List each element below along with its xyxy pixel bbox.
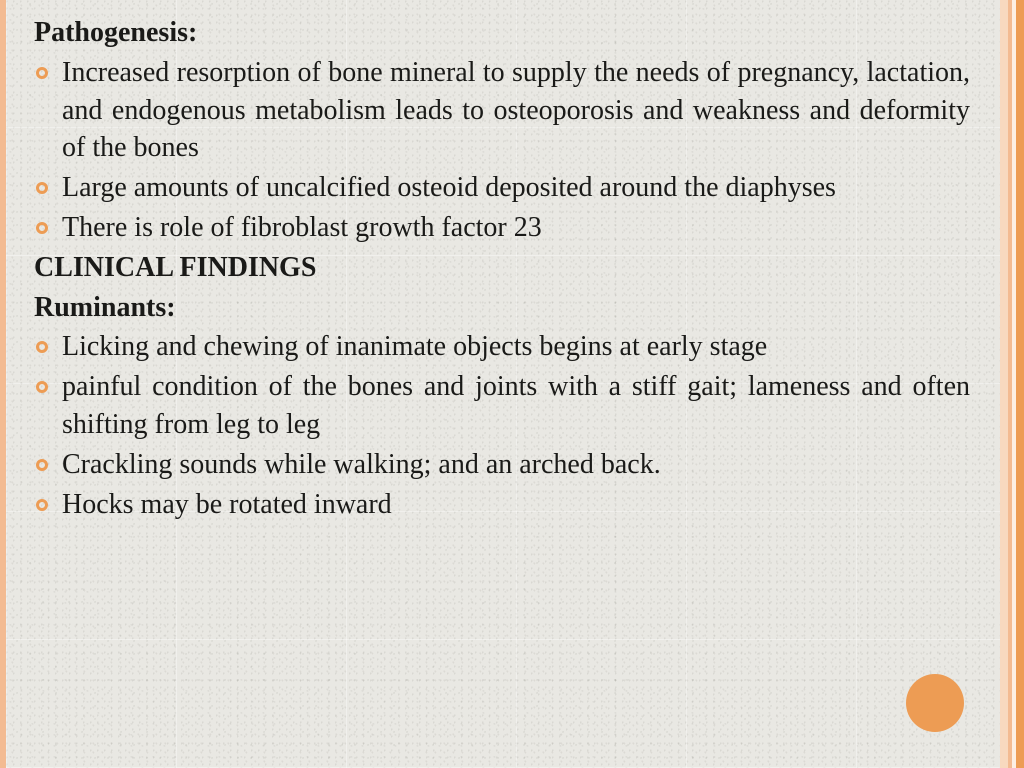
bullet-item: Crackling sounds while walking; and an a…: [34, 446, 970, 484]
bullet-item: Large amounts of uncalcified osteoid dep…: [34, 169, 970, 207]
ring-bullet-icon: [36, 67, 48, 79]
decorative-circle-icon: [906, 674, 964, 732]
bullet-item: painful condition of the bones and joint…: [34, 368, 970, 444]
ring-bullet-icon: [36, 499, 48, 511]
bullet-text: Crackling sounds while walking; and an a…: [62, 446, 970, 484]
bullet-text: Licking and chewing of inanimate objects…: [62, 328, 970, 366]
heading-ruminants: Ruminants:: [34, 289, 970, 327]
bullet-text: Increased resorption of bone mineral to …: [62, 54, 970, 167]
edge-stripe: [1016, 0, 1024, 768]
ring-bullet-icon: [36, 381, 48, 393]
bullet-text: There is role of fibroblast growth facto…: [62, 209, 970, 247]
slide-body: Pathogenesis: Increased resorption of bo…: [6, 0, 1000, 768]
ring-bullet-icon: [36, 222, 48, 234]
ring-bullet-icon: [36, 459, 48, 471]
bullet-item: Increased resorption of bone mineral to …: [34, 54, 970, 167]
bullet-text: Large amounts of uncalcified osteoid dep…: [62, 169, 970, 207]
ring-bullet-icon: [36, 341, 48, 353]
bullet-text: Hocks may be rotated inward: [62, 486, 970, 524]
slide: Pathogenesis: Increased resorption of bo…: [0, 0, 1024, 768]
bullet-item: Licking and chewing of inanimate objects…: [34, 328, 970, 366]
bullet-text: painful condition of the bones and joint…: [62, 368, 970, 444]
ring-bullet-icon: [36, 182, 48, 194]
right-edge-stripes: [1000, 0, 1024, 768]
bullet-item: There is role of fibroblast growth facto…: [34, 209, 970, 247]
heading-clinical-findings: CLINICAL FINDINGS: [34, 249, 970, 287]
heading-pathogenesis: Pathogenesis:: [34, 14, 970, 52]
bullet-item: Hocks may be rotated inward: [34, 486, 970, 524]
edge-stripe: [1000, 0, 1008, 768]
